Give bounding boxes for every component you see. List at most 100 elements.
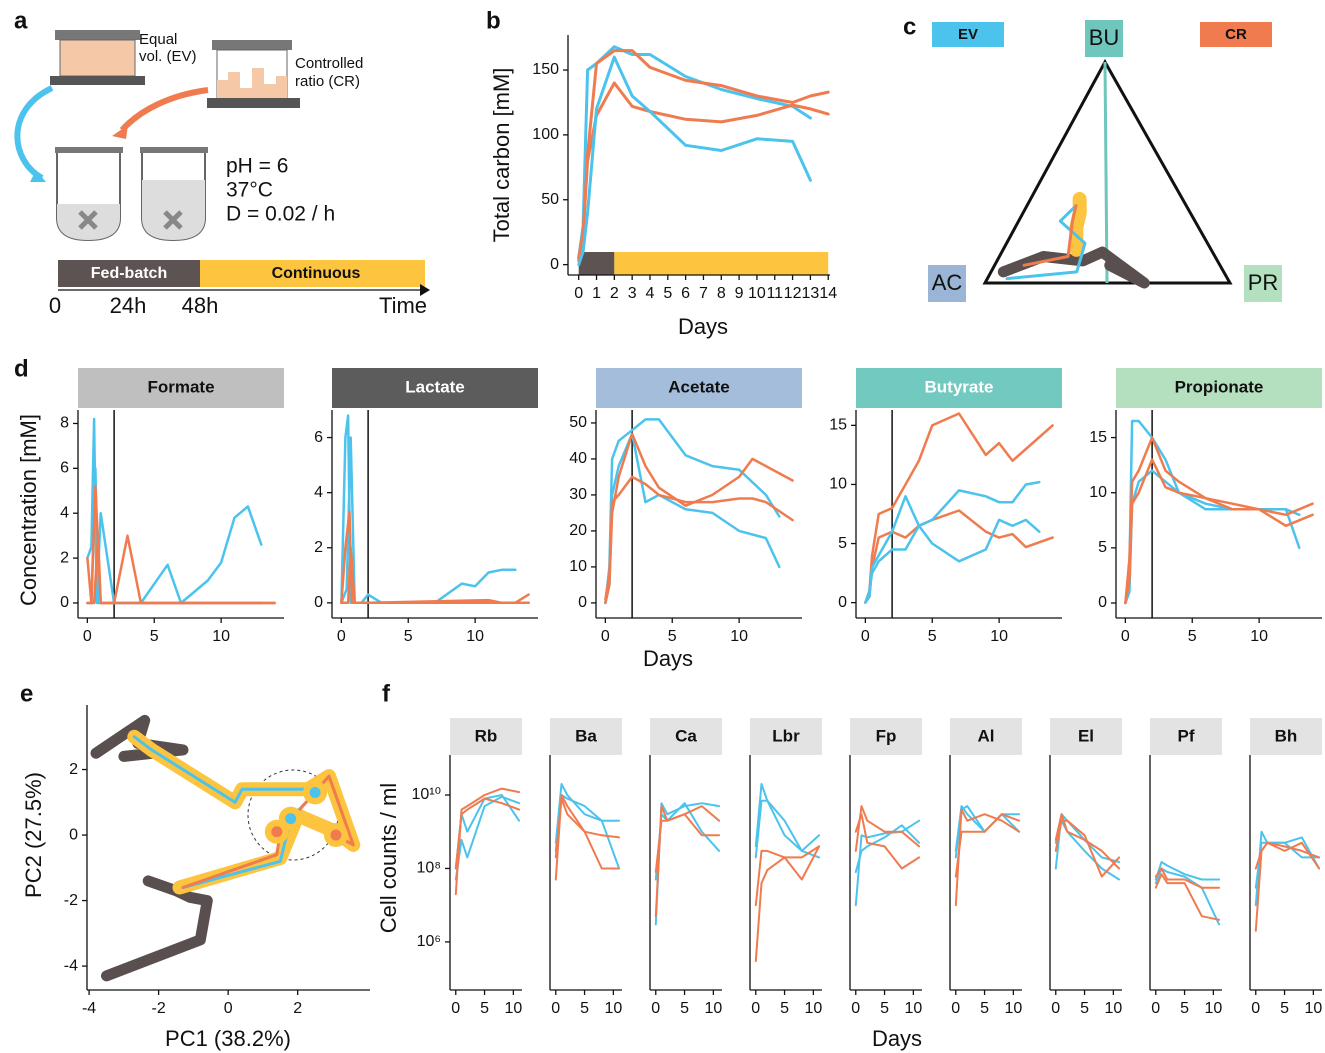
x-tick-label: 2 xyxy=(293,1000,302,1017)
figure: a Equal vol. (EV) Controlled ratio (CR) … xyxy=(0,0,1325,1053)
facet-title: Fp xyxy=(876,726,897,745)
arrow-cr xyxy=(122,90,208,130)
line xyxy=(1056,821,1119,880)
x-tick-label: 0 xyxy=(1051,1000,1060,1017)
panel-letter: e xyxy=(20,680,33,707)
line xyxy=(856,814,919,868)
y-tick-label: 0 xyxy=(550,256,559,273)
y-tick-label: 10 xyxy=(1089,484,1107,501)
arrow-ev xyxy=(17,88,52,178)
timeline-label: 24h xyxy=(110,293,147,318)
condition: 37°C xyxy=(226,179,273,202)
phase-bar xyxy=(614,252,828,275)
x-tick-label: 10 xyxy=(1204,1000,1222,1017)
ev-label: Equal xyxy=(139,31,177,48)
x-tick-label: 0 xyxy=(651,1000,660,1017)
y-tick-label: 30 xyxy=(569,486,587,503)
x-tick-label: 0 xyxy=(751,1000,760,1017)
line xyxy=(87,486,274,603)
y-tick-label: 0 xyxy=(578,594,587,611)
facet-title: Al xyxy=(978,726,995,745)
x-tick-label: 0 xyxy=(337,628,346,645)
x-tick-label: 3 xyxy=(628,285,637,302)
x-tick-label: 5 xyxy=(980,1000,989,1017)
line xyxy=(756,784,819,851)
x-tick-label: 5 xyxy=(580,1000,589,1017)
phase-label: Fed-batch xyxy=(91,265,167,282)
x-tick-label: 5 xyxy=(1280,1000,1289,1017)
x-tick-label: 0 xyxy=(1151,1000,1160,1017)
x-tick-label: 5 xyxy=(663,285,672,302)
cr-label: ratio (CR) xyxy=(295,73,360,90)
timeline-label: 0 xyxy=(49,293,61,318)
facet-title: Rb xyxy=(475,726,498,745)
y-tick-label: 0 xyxy=(60,594,69,611)
x-tick-label: 0 xyxy=(224,1000,233,1017)
y-tick-label: 50 xyxy=(541,191,559,208)
condition: pH = 6 xyxy=(226,155,288,178)
x-tick-label: 5 xyxy=(780,1000,789,1017)
x-tick-label: 4 xyxy=(646,285,655,302)
line xyxy=(956,810,1019,906)
line xyxy=(756,801,819,858)
y-tick-label: -4 xyxy=(64,957,78,974)
x-tick-label: 10 xyxy=(466,628,484,645)
x-tick-label: 10 xyxy=(1250,628,1268,645)
y-tick-label: 10 xyxy=(829,476,847,493)
line xyxy=(656,806,719,916)
y-tick-label: 5 xyxy=(1098,539,1107,556)
y-tick-label: 10⁶ xyxy=(417,933,441,950)
line xyxy=(865,414,1052,603)
x-tick-label: 10 xyxy=(748,285,766,302)
facet-title: Lactate xyxy=(405,377,465,396)
y-tick-label: 150 xyxy=(532,61,559,78)
trajectory xyxy=(107,881,208,976)
panel-letter: a xyxy=(14,7,28,34)
panel-letter: b xyxy=(486,7,501,34)
x-tick-label: 5 xyxy=(1188,628,1197,645)
x-tick-label: 5 xyxy=(480,1000,489,1017)
y-tick-label: 0 xyxy=(1098,594,1107,611)
bioreactor-cap xyxy=(140,147,208,153)
line xyxy=(1125,460,1312,603)
x-tick-label: 5 xyxy=(928,628,937,645)
y-tick-label: 0 xyxy=(69,826,78,843)
x-tick-label: 5 xyxy=(150,628,159,645)
panel-letter: c xyxy=(903,13,916,40)
x-tick-label: 14 xyxy=(819,285,837,302)
rack-base xyxy=(50,76,145,85)
x-tick-label: 1 xyxy=(592,285,601,302)
y-tick-label: 2 xyxy=(314,539,323,556)
x-tick-label: 5 xyxy=(404,628,413,645)
y-tick-label: 50 xyxy=(569,414,587,431)
ev-label: vol. (EV) xyxy=(139,48,197,65)
y-axis-title: Total carbon [mM] xyxy=(489,68,514,243)
x-tick-label: 0 xyxy=(1251,1000,1260,1017)
line xyxy=(341,512,528,603)
corner-label: BU xyxy=(1089,25,1120,50)
x-tick-label: -4 xyxy=(82,1000,96,1017)
y-tick-label: 20 xyxy=(569,522,587,539)
x-axis-title: Days xyxy=(643,646,693,671)
line xyxy=(865,511,1052,603)
x-tick-label: 11 xyxy=(766,285,783,302)
x-tick-label: 5 xyxy=(680,1000,689,1017)
facet-title: Bh xyxy=(1275,726,1298,745)
y-tick-label: 2 xyxy=(69,761,78,778)
x-axis-title: Days xyxy=(872,1026,922,1051)
x-tick-label: 9 xyxy=(735,285,744,302)
line xyxy=(456,797,519,880)
x-tick-label: 5 xyxy=(880,1000,889,1017)
facet-title: Butyrate xyxy=(925,377,994,396)
schematic: a Equal vol. (EV) Controlled ratio (CR) … xyxy=(14,7,430,317)
line xyxy=(579,47,811,258)
y-tick-label: 6 xyxy=(60,460,69,477)
y-tick-label: 4 xyxy=(60,504,69,521)
line xyxy=(579,51,829,261)
y-axis-title: Concentration [mM] xyxy=(16,414,41,606)
marker xyxy=(330,830,341,841)
line xyxy=(579,83,829,258)
x-tick-label: 0 xyxy=(851,1000,860,1017)
facet-title: Ca xyxy=(675,726,697,745)
facet-title: Acetate xyxy=(668,377,729,396)
